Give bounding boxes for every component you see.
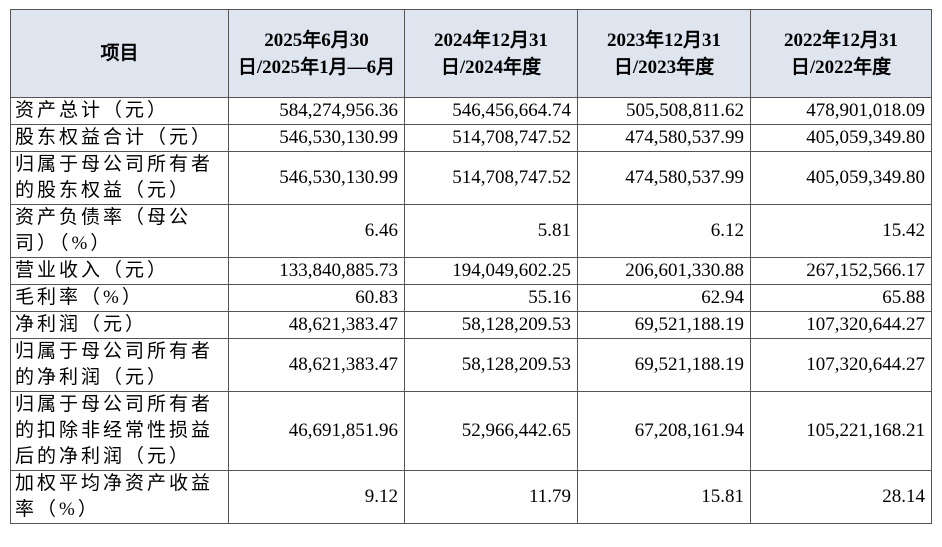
value-cell: 62.94 — [577, 284, 751, 312]
header-cell: 2024年12月31日/2024年度 — [404, 9, 578, 98]
header-cell: 2022年12月31日/2022年度 — [750, 9, 932, 98]
value-cell: 55.16 — [404, 284, 578, 312]
value-cell: 60.83 — [228, 284, 405, 312]
row-label: 归属于母公司所有者的股东权益（元） — [10, 151, 229, 205]
table-row: 加权平均净资产收益率（%） 9.12 11.79 15.81 28.14 — [10, 470, 932, 524]
value-cell: 105,221,168.21 — [750, 391, 932, 471]
value-cell: 48,621,383.47 — [228, 338, 405, 392]
table-row: 资产总计（元） 584,274,956.36 546,456,664.74 505,5… — [10, 97, 932, 125]
header-cell: 项目 — [10, 9, 229, 98]
row-label: 营业收入（元） — [10, 257, 229, 285]
table-body: 资产总计（元） 584,274,956.36 546,456,664.74 505,5… — [10, 97, 932, 524]
header-cell: 2023年12月31日/2023年度 — [577, 9, 751, 98]
row-label: 加权平均净资产收益率（%） — [10, 470, 229, 524]
value-cell: 206,601,330.88 — [577, 257, 751, 285]
header-row: 项目 2025年6月30日/2025年1月—6月 2024年12月31日/2024年… — [10, 9, 932, 98]
value-cell: 505,508,811.62 — [577, 97, 751, 125]
table-row: 毛利率（%） 60.83 55.16 62.94 65.88 — [10, 284, 932, 312]
value-cell: 267,152,566.17 — [750, 257, 932, 285]
table-row: 归属于母公司所有者的扣除非经常性损益后的净利润（元） 46,691,851.96 5… — [10, 391, 932, 471]
table-row: 股东权益合计（元） 546,530,130.99 514,708,747.52 474… — [10, 124, 932, 152]
row-label: 资产总计（元） — [10, 97, 229, 125]
value-cell: 6.12 — [577, 204, 751, 258]
value-cell: 58,128,209.53 — [404, 338, 578, 392]
table-row: 归属于母公司所有者的净利润（元） 48,621,383.47 58,128,209.… — [10, 338, 932, 392]
value-cell: 405,059,349.80 — [750, 124, 932, 152]
value-cell: 15.81 — [577, 470, 751, 524]
value-cell: 46,691,851.96 — [228, 391, 405, 471]
value-cell: 65.88 — [750, 284, 932, 312]
value-cell: 28.14 — [750, 470, 932, 524]
value-cell: 514,708,747.52 — [404, 124, 578, 152]
value-cell: 474,580,537.99 — [577, 151, 751, 205]
row-label: 资产负债率（母公司）（%） — [10, 204, 229, 258]
row-label: 毛利率（%） — [10, 284, 229, 312]
table-row: 净利润（元） 48,621,383.47 58,128,209.53 69,521,1… — [10, 311, 932, 339]
value-cell: 405,059,349.80 — [750, 151, 932, 205]
value-cell: 478,901,018.09 — [750, 97, 932, 125]
value-cell: 107,320,644.27 — [750, 311, 932, 339]
row-label: 归属于母公司所有者的净利润（元） — [10, 338, 229, 392]
financial-table: 项目 2025年6月30日/2025年1月—6月 2024年12月31日/2024年… — [10, 9, 932, 524]
value-cell: 15.42 — [750, 204, 932, 258]
value-cell: 52,966,442.65 — [404, 391, 578, 471]
value-cell: 546,530,130.99 — [228, 151, 405, 205]
value-cell: 11.79 — [404, 470, 578, 524]
value-cell: 48,621,383.47 — [228, 311, 405, 339]
row-label: 归属于母公司所有者的扣除非经常性损益后的净利润（元） — [10, 391, 229, 471]
row-label: 净利润（元） — [10, 311, 229, 339]
table-row: 营业收入（元） 133,840,885.73 194,049,602.25 206,6… — [10, 257, 932, 285]
value-cell: 5.81 — [404, 204, 578, 258]
value-cell: 546,530,130.99 — [228, 124, 405, 152]
value-cell: 474,580,537.99 — [577, 124, 751, 152]
value-cell: 514,708,747.52 — [404, 151, 578, 205]
table-row: 归属于母公司所有者的股东权益（元） 546,530,130.99 514,708,7… — [10, 151, 932, 205]
value-cell: 133,840,885.73 — [228, 257, 405, 285]
table-row: 资产负债率（母公司）（%） 6.46 5.81 6.12 15.42 — [10, 204, 932, 258]
value-cell: 107,320,644.27 — [750, 338, 932, 392]
value-cell: 9.12 — [228, 470, 405, 524]
value-cell: 194,049,602.25 — [404, 257, 578, 285]
value-cell: 546,456,664.74 — [404, 97, 578, 125]
header-cell: 2025年6月30日/2025年1月—6月 — [228, 9, 405, 98]
value-cell: 67,208,161.94 — [577, 391, 751, 471]
value-cell: 584,274,956.36 — [228, 97, 405, 125]
row-label: 股东权益合计（元） — [10, 124, 229, 152]
value-cell: 69,521,188.19 — [577, 311, 751, 339]
value-cell: 58,128,209.53 — [404, 311, 578, 339]
value-cell: 69,521,188.19 — [577, 338, 751, 392]
value-cell: 6.46 — [228, 204, 405, 258]
